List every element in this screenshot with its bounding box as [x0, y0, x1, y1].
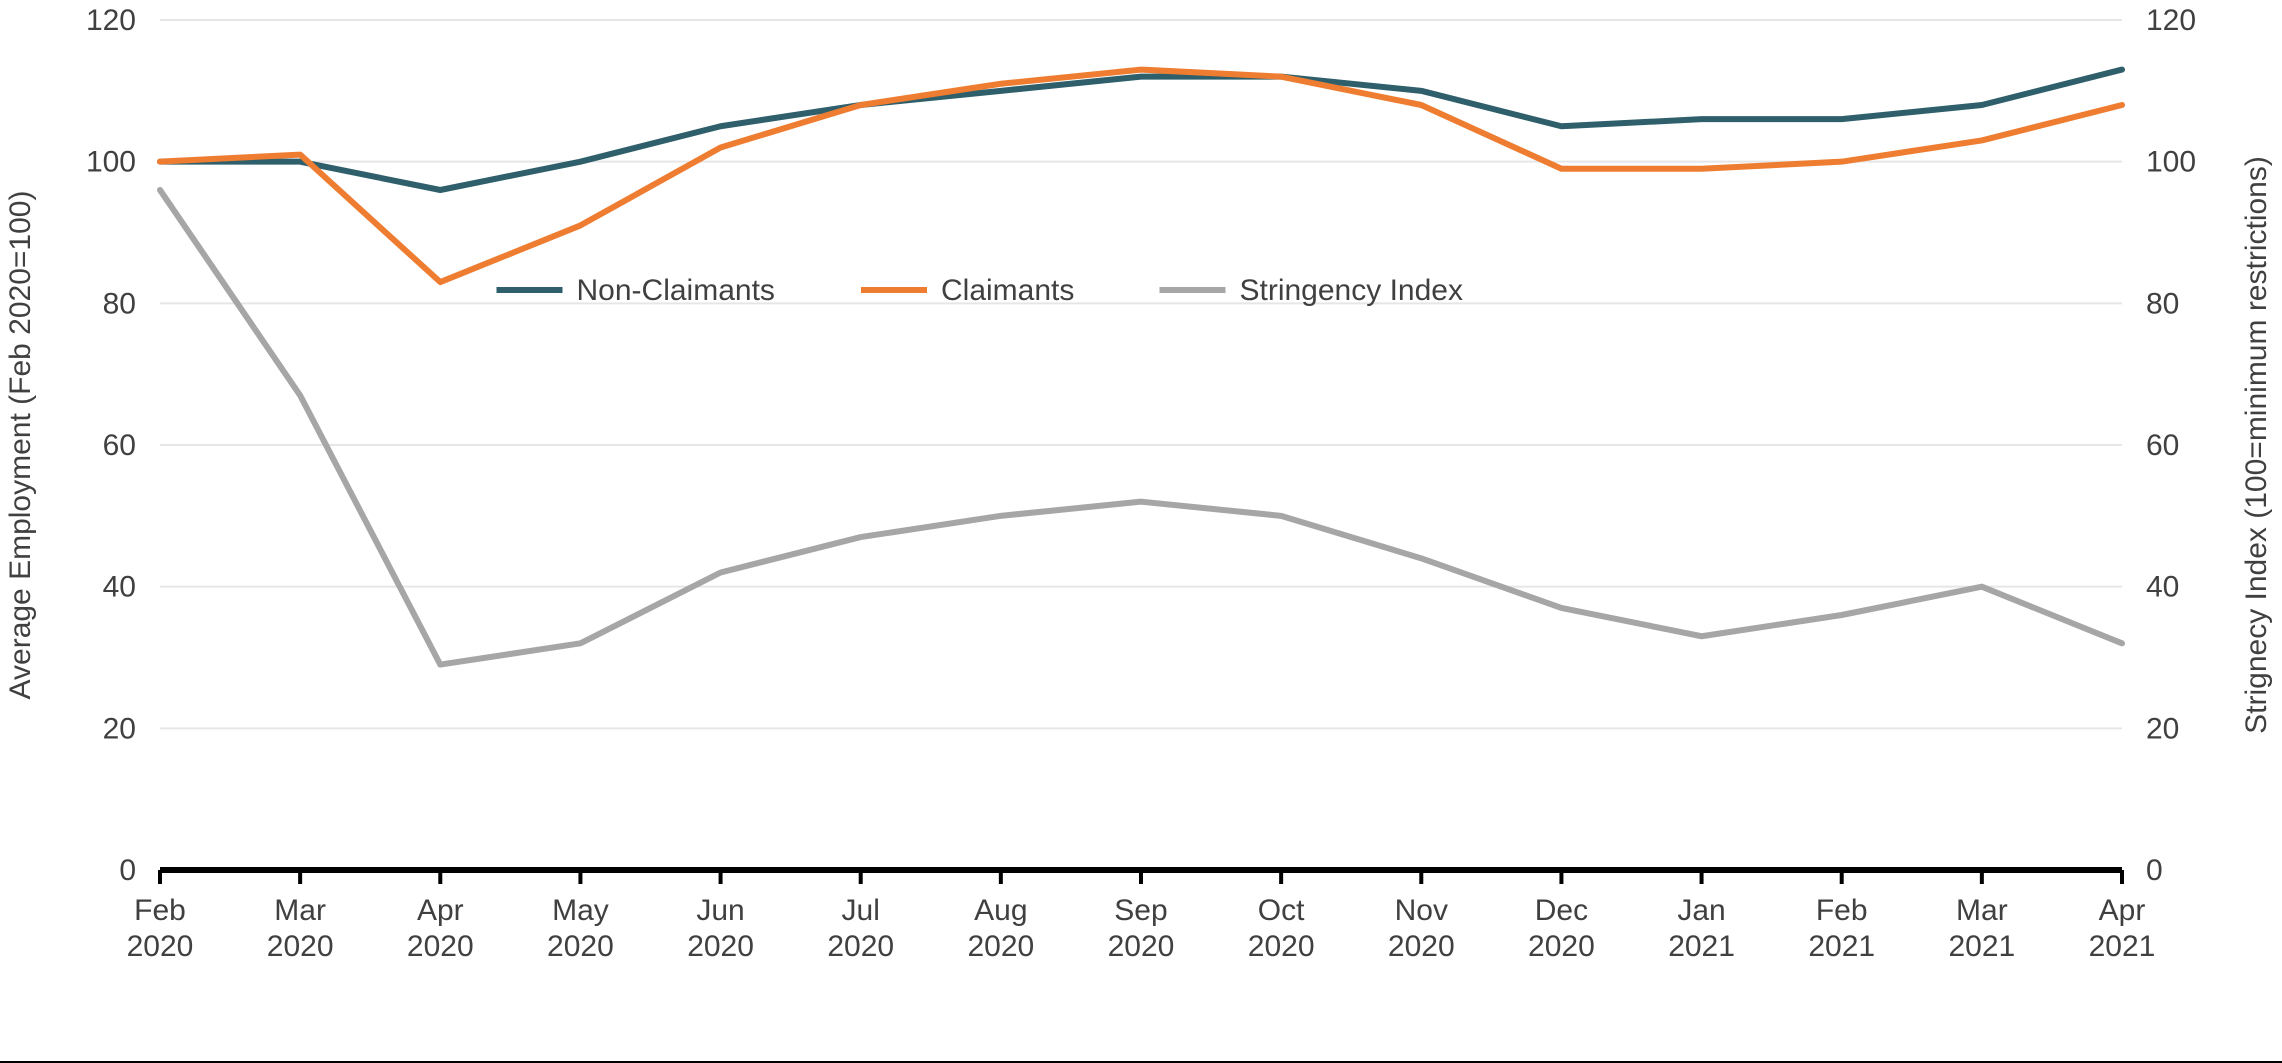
- x-tick-label: 2021: [1668, 930, 1735, 963]
- y-left-tick-label: 100: [86, 146, 136, 179]
- y-right-tick-label: 120: [2146, 4, 2196, 37]
- legend-label: Stringency Index: [1240, 274, 1463, 307]
- y-left-tick-label: 80: [103, 287, 136, 320]
- x-tick-label: 2020: [827, 930, 894, 963]
- x-tick-label: May: [552, 894, 609, 927]
- x-tick-label: 2021: [1808, 930, 1875, 963]
- y-right-tick-label: 40: [2146, 571, 2179, 604]
- x-tick-label: Apr: [2099, 894, 2146, 927]
- x-tick-label: Oct: [1258, 894, 1305, 927]
- legend-label: Non-Claimants: [577, 274, 775, 307]
- y-left-axis-title: Average Employment (Feb 2020=100): [4, 191, 37, 700]
- y-left-tick-label: 120: [86, 4, 136, 37]
- x-tick-label: 2020: [967, 930, 1034, 963]
- series-line: [160, 70, 2122, 190]
- legend-label: Claimants: [941, 274, 1074, 307]
- x-tick-label: Jul: [842, 894, 880, 927]
- y-right-tick-label: 100: [2146, 146, 2196, 179]
- x-tick-label: 2021: [1948, 930, 2015, 963]
- x-tick-label: 2020: [1108, 930, 1175, 963]
- y-right-tick-label: 0: [2146, 854, 2163, 887]
- legend: Non-Claimants Claimants Stringency Index: [497, 274, 1463, 307]
- x-tick-label: 2020: [1248, 930, 1315, 963]
- x-tick-label: 2020: [267, 930, 334, 963]
- x-tick-label: Mar: [274, 894, 326, 927]
- y-left-tick-label: 60: [103, 429, 136, 462]
- x-tick-label: Sep: [1114, 894, 1167, 927]
- x-tick-label: Feb: [1816, 894, 1868, 927]
- line-chart: Feb2020Mar2020Apr2020May2020Jun2020Jul20…: [0, 0, 2282, 1063]
- x-tick-label: 2020: [1388, 930, 1455, 963]
- y-left-tick-label: 20: [103, 712, 136, 745]
- y-left-tick-label: 40: [103, 571, 136, 604]
- x-tick-label: Aug: [974, 894, 1027, 927]
- x-tick-label: 2020: [547, 930, 614, 963]
- y-right-tick-label: 80: [2146, 287, 2179, 320]
- x-tick-label: Mar: [1956, 894, 2008, 927]
- x-tick-label: Apr: [417, 894, 464, 927]
- x-tick-label: 2020: [407, 930, 474, 963]
- x-tick-label: Jun: [696, 894, 744, 927]
- y-right-axis-title: Strignecy Index (100=minimum restriction…: [2240, 156, 2273, 734]
- x-tick-label: 2020: [127, 930, 194, 963]
- x-tick-label: 2021: [2089, 930, 2156, 963]
- x-tick-label: Nov: [1395, 894, 1448, 927]
- y-right-tick-label: 20: [2146, 712, 2179, 745]
- x-tick-label: Dec: [1535, 894, 1588, 927]
- y-right-tick-label: 60: [2146, 429, 2179, 462]
- x-tick-label: Feb: [134, 894, 186, 927]
- y-left-tick-label: 0: [119, 854, 136, 887]
- series-line: [160, 190, 2122, 665]
- x-tick-label: 2020: [1528, 930, 1595, 963]
- x-tick-label: Jan: [1677, 894, 1725, 927]
- x-tick-label: 2020: [687, 930, 754, 963]
- series-line: [160, 70, 2122, 283]
